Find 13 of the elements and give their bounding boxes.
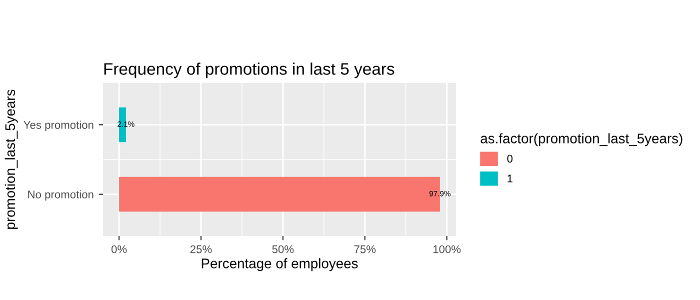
y-axis-title: promotion_last_5years: [4, 90, 18, 229]
legend-label: 0: [507, 154, 513, 163]
x-tick-label: 100%: [433, 245, 461, 254]
legend-title: as.factor(promotion_last_5years): [480, 133, 682, 146]
legend-label: 1: [508, 174, 512, 182]
x-tick-label: 25%: [190, 245, 212, 254]
chart-title: Frequency of promotions in last 5 years: [104, 62, 394, 78]
x-axis-title: Percentage of employees: [202, 258, 358, 272]
y-tick-label: Yes promotion: [24, 120, 94, 132]
y-tick-label: No promotion: [28, 190, 94, 201]
x-tick-label: 0%: [111, 245, 127, 254]
x-tick-label: 50%: [272, 245, 294, 254]
x-tick-label: 75%: [354, 245, 376, 254]
